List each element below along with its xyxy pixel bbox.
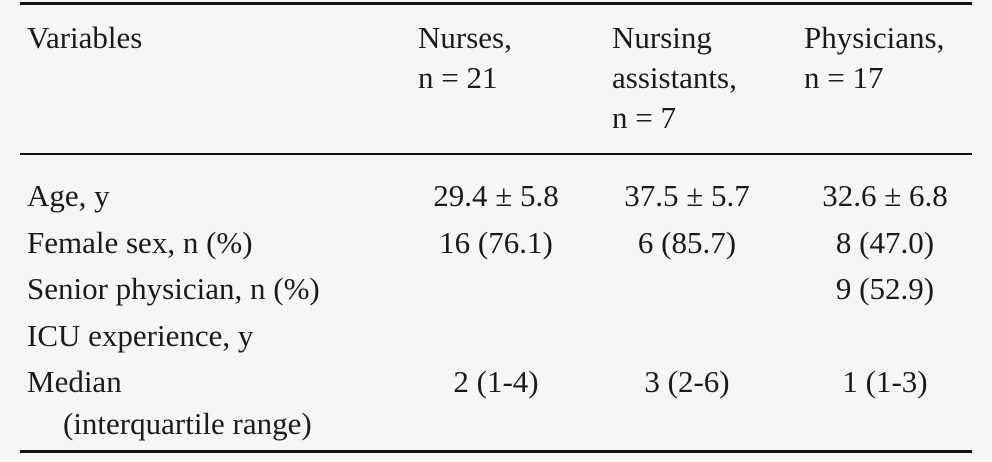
cell-physicians: 9 (52.9) [835, 271, 935, 306]
table-row-age: Age, y 29.4 ± 5.8 37.5 ± 5.7 32.6 ± 6.8 [0, 176, 992, 216]
header-physicians: Physicians, n = 17 [804, 18, 944, 98]
table-top-rule [20, 2, 972, 5]
table-row-female-sex: Female sex, n (%) 16 (76.1) 6 (85.7) 8 (… [0, 223, 992, 263]
cell-physicians: 8 (47.0) [835, 225, 935, 260]
table-bottom-rule [20, 450, 972, 453]
header-line: Physicians, [804, 20, 945, 55]
header-line: Variables [27, 20, 143, 55]
row-label: ICU experience, y [27, 318, 254, 353]
row-label: Female sex, n (%) [27, 225, 253, 260]
cell-physicians: 1 (1-3) [842, 364, 928, 399]
header-nurses: Nurses, n = 21 [418, 18, 512, 98]
table-row-icu-experience: ICU experience, y [0, 316, 992, 356]
header-line: n = 17 [804, 60, 884, 95]
cell-physicians: 32.6 ± 6.8 [822, 178, 948, 213]
cell-assistants: 6 (85.7) [637, 225, 737, 260]
cell-assistants: 37.5 ± 5.7 [624, 178, 750, 213]
row-label: Age, y [27, 178, 110, 213]
table-row-interquartile: (interquartile range) [0, 404, 992, 444]
cell-nurses: 29.4 ± 5.8 [433, 178, 559, 213]
header-nursing-assistants: Nursing assistants, n = 7 [612, 18, 737, 138]
header-line: Nurses, [418, 20, 512, 55]
cell-nurses: 2 (1-4) [453, 364, 539, 399]
header-line: Nursing [612, 20, 712, 55]
row-label: Senior physician, n (%) [27, 271, 320, 306]
row-label: (interquartile range) [63, 406, 312, 441]
table-header-rule [20, 153, 972, 155]
table-row-median: Median 2 (1-4) 3 (2-6) 1 (1-3) [0, 362, 992, 402]
cell-assistants: 3 (2-6) [644, 364, 730, 399]
header-variables: Variables [27, 18, 142, 58]
row-label: Median [27, 364, 122, 399]
header-line: n = 21 [418, 60, 498, 95]
table-row-senior-physician: Senior physician, n (%) 9 (52.9) [0, 269, 992, 309]
header-line: assistants, [612, 60, 737, 95]
cell-nurses: 16 (76.1) [439, 225, 553, 260]
header-line: n = 7 [612, 100, 676, 135]
